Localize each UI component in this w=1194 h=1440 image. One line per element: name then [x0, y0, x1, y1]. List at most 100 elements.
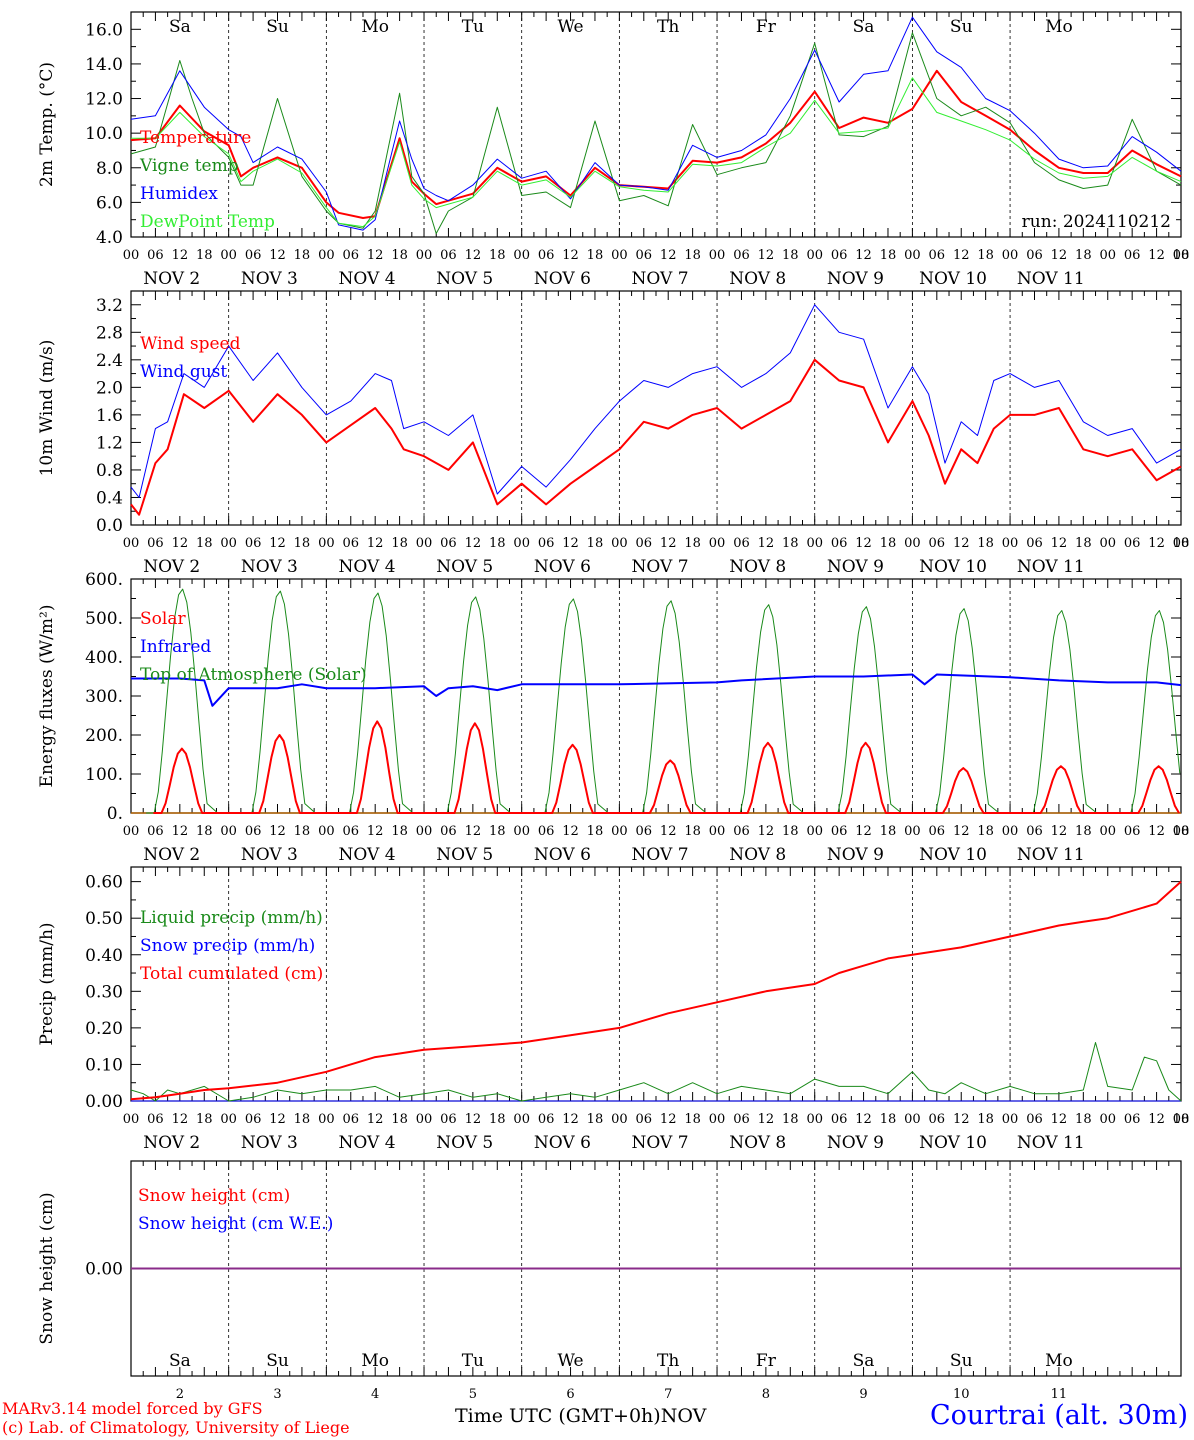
legend-entry: Humidex [140, 184, 218, 204]
y-tick-label: 0.10 [85, 1055, 123, 1075]
hour-label: 18 [587, 536, 604, 551]
hour-label: 18 [1173, 536, 1190, 551]
date-label: NOV 5 [436, 845, 493, 865]
day-name: We [557, 17, 583, 37]
y-tick-label: 0.30 [85, 982, 123, 1002]
x-axis-title: Time UTC (GMT+0h)NOV [455, 1405, 706, 1427]
hour-label: 12 [562, 1112, 579, 1127]
hour-label: 18 [782, 1112, 799, 1127]
legend-entry: Top of Atmosphere (Solar) [140, 665, 367, 685]
hour-label: 06 [538, 536, 555, 551]
hour-label: 12 [855, 536, 872, 551]
hour-label: 12 [1148, 1112, 1165, 1127]
y-axis-title: Precip (mm/h) [37, 922, 57, 1045]
hour-label: 06 [1026, 248, 1043, 263]
hour-label: 00 [1099, 1112, 1116, 1127]
day-name: Th [657, 17, 679, 37]
hour-label: 06 [440, 824, 457, 839]
hour-label: 12 [1051, 248, 1068, 263]
hour-label: 00 [513, 824, 530, 839]
panel-4: 0.00 0.10 0.20 0.30 0.40 0.50 0.60 Precip (mm/h… [37, 866, 1190, 1153]
hour-label: 00 [513, 536, 530, 551]
hour-label: 18 [782, 248, 799, 263]
hour-label: 00 [806, 248, 823, 263]
date-label: NOV 10 [919, 557, 987, 577]
hour-label: 00 [1173, 248, 1190, 263]
hour-label: 06 [929, 1112, 946, 1127]
hour-label: 18 [782, 824, 799, 839]
legend-entry: Infrared [140, 637, 211, 657]
hour-label: 00 [513, 248, 530, 263]
legend-entry: Snow precip (mm/h) [140, 936, 315, 956]
date-label: NOV 4 [339, 1133, 396, 1153]
hour-label: 00 [1002, 536, 1019, 551]
hour-label: 06 [1124, 824, 1141, 839]
y-tick-label: 1.2 [96, 433, 123, 453]
date-label: NOV 7 [632, 845, 689, 865]
hour-label: 00 [123, 1112, 140, 1127]
hour-label: 06 [245, 824, 262, 839]
hour-label: 00 [416, 824, 433, 839]
y-tick-label: 3.2 [96, 296, 123, 316]
hour-label: 18 [1075, 1112, 1092, 1127]
hour-label: 00 [1002, 1112, 1019, 1127]
date-label: NOV 3 [241, 269, 298, 289]
hour-label: 12 [953, 824, 970, 839]
series-line [130, 32, 1182, 234]
hour-label: 18 [880, 248, 897, 263]
date-label: NOV 8 [729, 1133, 786, 1153]
hour-label: 06 [147, 536, 164, 551]
day-name: Fr [756, 17, 777, 37]
day-name: Tu [462, 1351, 484, 1371]
date-label: NOV 7 [632, 269, 689, 289]
day-name: Sa [169, 17, 191, 37]
y-tick-label: 2.4 [96, 351, 123, 371]
hour-label: 12 [660, 1112, 677, 1127]
hour-label: 12 [269, 1112, 286, 1127]
date-label: NOV 5 [436, 269, 493, 289]
date-label: NOV 4 [339, 557, 396, 577]
date-label: NOV 11 [1017, 557, 1085, 577]
hour-label: 12 [269, 248, 286, 263]
day-name: Su [950, 1351, 973, 1371]
hour-label: 18 [294, 248, 311, 263]
hour-label: 00 [318, 824, 335, 839]
hour-label: 12 [855, 1112, 872, 1127]
hour-label: 18 [294, 1112, 311, 1127]
hour-label: 18 [391, 824, 408, 839]
hour-label: 18 [294, 536, 311, 551]
hour-label: 06 [831, 248, 848, 263]
hour-label: 06 [929, 824, 946, 839]
hour-label: 12 [1148, 824, 1165, 839]
x-axis-month: NOV [660, 1405, 707, 1427]
series-line [130, 1042, 1182, 1102]
plot-frame [130, 290, 1182, 526]
hour-label: 00 [123, 248, 140, 263]
footer-line-2: (c) Lab. of Climatology, University of L… [2, 1418, 350, 1437]
hour-label: 00 [1002, 824, 1019, 839]
hour-label: 00 [1099, 536, 1116, 551]
series-line [130, 16, 1182, 231]
hour-label: 18 [1173, 1112, 1190, 1127]
hour-label: 18 [684, 536, 701, 551]
date-label: NOV 10 [919, 269, 987, 289]
legend-entry: Wind gust [140, 362, 227, 382]
hour-label: 18 [489, 824, 506, 839]
y-tick-label: 2.0 [96, 378, 123, 398]
legend-entry: Total cumulated (cm) [140, 964, 323, 984]
day-name: Mo [361, 1351, 389, 1371]
y-tick-label: 0.40 [85, 946, 123, 966]
hour-label: 18 [1075, 824, 1092, 839]
hour-label: 18 [1173, 824, 1190, 839]
day-name: We [557, 1351, 583, 1371]
hour-label: 00 [220, 1112, 237, 1127]
hour-label: 06 [440, 248, 457, 263]
series-line [130, 358, 1182, 516]
legend-entry: Temperature [140, 128, 251, 148]
hour-label: 12 [660, 824, 677, 839]
y-tick-label: 10.0 [85, 124, 123, 144]
hour-label: 12 [367, 1112, 384, 1127]
date-label: NOV 10 [919, 845, 987, 865]
hour-label: 18 [1173, 248, 1190, 263]
hour-label: 18 [391, 248, 408, 263]
